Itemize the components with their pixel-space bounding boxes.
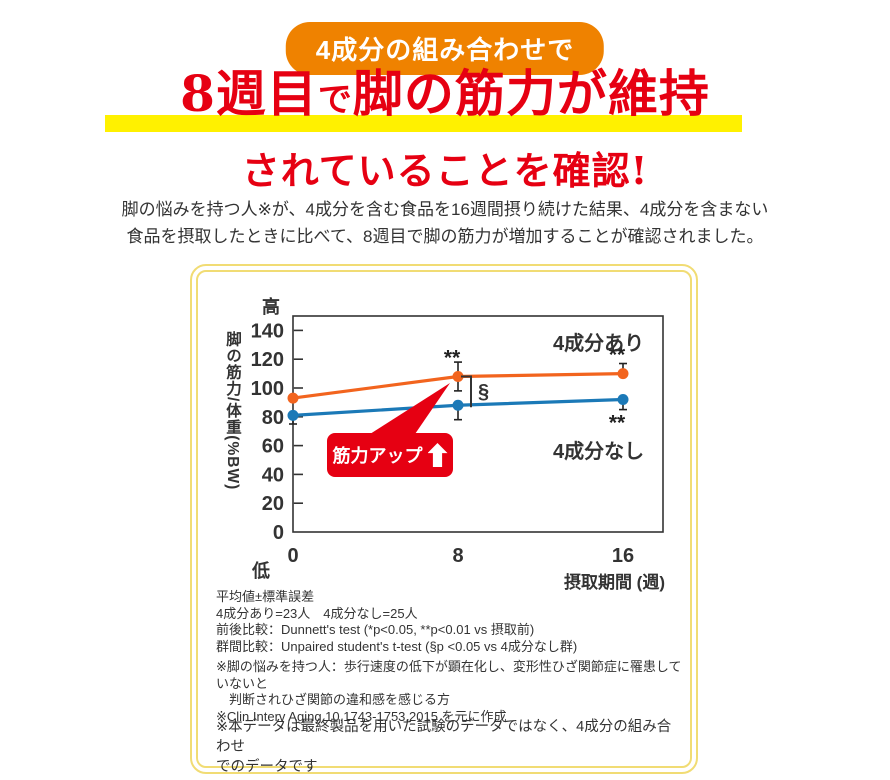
footnote-line: ※Clin Interv Aging.10,1743-1753,2015 を元に… xyxy=(216,708,507,724)
chart-panel: 0 20 40 60 80 100 120 140 0 8 16 ** ** ** § 高 脚の筋力/体重(… xyxy=(190,264,698,775)
bracket-label: § xyxy=(478,381,489,403)
y-tick-label: 0 xyxy=(273,522,284,544)
y-tick-label: 140 xyxy=(251,320,284,342)
headline-yellow-highlight xyxy=(105,115,742,132)
headline-post: 脚の筋力が維持 xyxy=(352,64,710,123)
legend-without-ingredients: 4成分なし xyxy=(553,441,645,463)
sub-headline: されていることを確認! xyxy=(241,148,649,193)
y-tick-label: 120 xyxy=(251,349,284,371)
footnote-line: 4成分あり=23人 4成分なし=25人 xyxy=(216,605,418,621)
chart-svg: 0 20 40 60 80 100 120 140 0 8 16 ** ** ** § xyxy=(251,315,664,567)
data-point xyxy=(287,409,299,421)
lead-line-2: 食品を摂取したときに比べて、8週目で脚の筋力が増加することが確認されました。 xyxy=(126,227,764,247)
significance-marker: ** xyxy=(444,346,461,369)
footnote-disclaimer: ※本データは最終製品を用いた試験のデータではなく、4成分の組み合わせ でのデータ… xyxy=(216,717,682,777)
muscle-up-callout: 筋力アップ xyxy=(327,433,453,477)
data-point xyxy=(617,368,629,380)
footnote-line: ※本データは最終製品を用いた試験のデータではなく、4成分の組み合わせ xyxy=(216,719,672,755)
y-tick-label: 60 xyxy=(262,436,284,458)
significance-marker: ** xyxy=(609,344,626,367)
y-axis-high-label: 高 xyxy=(262,297,280,317)
x-tick-label: 8 xyxy=(452,545,463,567)
y-tick-label: 80 xyxy=(262,407,284,429)
y-axis-low-label: 低 xyxy=(252,561,270,581)
chart-area: 0 20 40 60 80 100 120 140 0 8 16 ** ** ** § 高 脚の筋力/体重(… xyxy=(205,285,675,595)
data-point xyxy=(617,394,629,406)
footnote-line: 前後比較：Dunnett's test (*p<0.05, **p<0.01 v… xyxy=(216,622,535,637)
headline-pre: 8週目 xyxy=(180,64,318,123)
footnote-definitions: ※脚の悩みを持つ人：歩行速度の低下が顕在化し、変形性ひざ関節症に罹患していないと… xyxy=(216,659,690,725)
x-tick-label: 0 xyxy=(287,545,298,567)
y-tick-label: 40 xyxy=(262,464,284,486)
data-point xyxy=(452,399,464,411)
footnote-line: 群間比較：Unpaired student's t-test (§p <0.05… xyxy=(216,638,578,654)
footnote-line: 判断されひざ関節の違和感を感じる方 xyxy=(216,692,451,707)
data-point xyxy=(287,392,299,404)
data-point xyxy=(452,370,464,382)
legend-with-ingredients: 4成分あり xyxy=(553,333,645,355)
footnote-statistics: 平均値±標準誤差 4成分あり=23人 4成分なし=25人 前後比較：Dunnet… xyxy=(216,589,577,655)
y-tick-label: 100 xyxy=(251,378,284,400)
x-tick-label: 16 xyxy=(612,545,634,567)
significance-marker: ** xyxy=(609,412,626,435)
chart-panel-inner: 0 20 40 60 80 100 120 140 0 8 16 ** ** ** § 高 脚の筋力/体重(… xyxy=(196,270,692,775)
callout-pointer xyxy=(370,383,450,434)
y-axis-title: 脚の筋力/体重(%BW) xyxy=(224,331,241,491)
footnote-line: ※脚の悩みを持つ人：歩行速度の低下が顕在化し、変形性ひざ関節症に罹患していないと xyxy=(216,659,682,691)
footnote-line: でのデータです xyxy=(216,759,318,775)
up-arrow-icon xyxy=(427,443,448,467)
muscle-up-callout-label: 筋力アップ xyxy=(332,446,423,466)
footnote-line: 平均値±標準誤差 xyxy=(216,589,315,604)
lead-paragraph: 脚の悩みを持つ人※が、4成分を含む食品を16週間摂り続けた結果、4成分を含まない… xyxy=(0,196,890,250)
bracket xyxy=(461,375,472,408)
headline-small-particle: で xyxy=(317,80,353,120)
y-tick-label: 20 xyxy=(262,493,284,515)
x-axis-title: 摂取期間 (週) xyxy=(563,573,665,592)
top-badge: 4成分の組み合わせで xyxy=(285,22,605,75)
main-headline: 8週目で脚の筋力が維持 xyxy=(0,64,890,124)
lead-line-1: 脚の悩みを持つ人※が、4成分を含む食品を16週間摂り続けた結果、4成分を含まない xyxy=(121,200,769,219)
